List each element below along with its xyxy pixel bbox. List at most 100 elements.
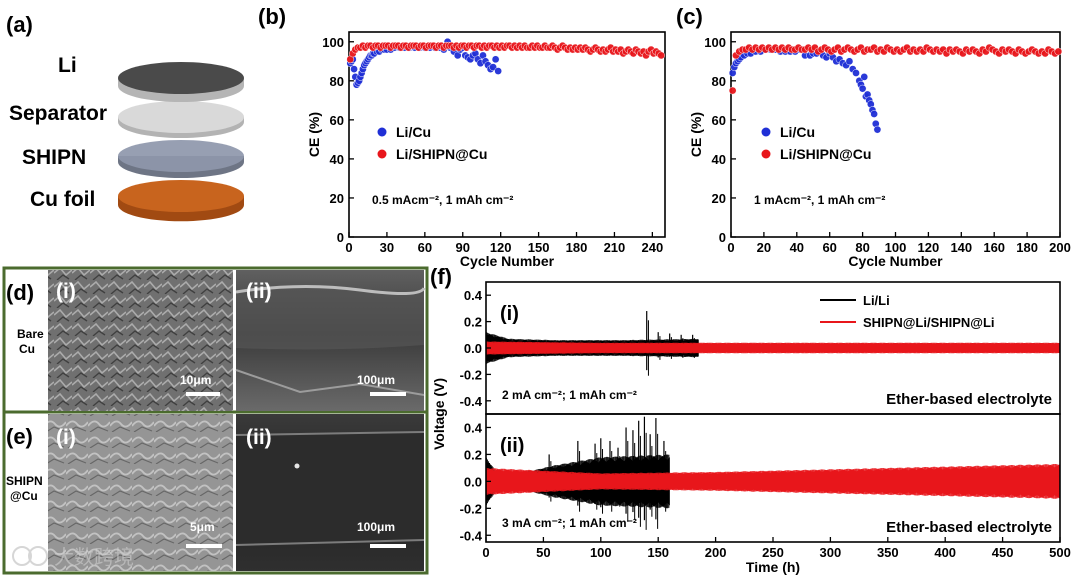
layer-separator — [118, 101, 244, 138]
condition-label-f-1: 2 mA cm⁻²; 1 mAh cm⁻² — [502, 388, 637, 402]
x-tick-label-f: 150 — [647, 545, 669, 560]
legend-label-f-0: Li/Li — [863, 293, 890, 308]
layer-shipn — [118, 140, 244, 178]
sem-e-i-label: (i) — [56, 426, 76, 449]
x-tick-label-c: 60 — [822, 240, 836, 255]
chart-f-voltage-vs-time: -0.4 -0.2 0.0 0.2 0.4 (i) 2 mA cm⁻²; 1 mAh cm⁻… — [431, 281, 1071, 575]
legend-marker-b-1 — [377, 149, 387, 159]
y-tick-label-b: 80 — [330, 74, 344, 89]
sem-d-i-label: (i) — [56, 280, 76, 303]
series-c-0 — [728, 45, 882, 134]
subplot-f-2: -0.4 -0.2 0.0 0.2 0.4 (ii) 3 mA cm⁻²; 1 mAh cm… — [460, 413, 1061, 543]
scale-label-e-i: 5μm — [190, 520, 215, 534]
x-tick-label-b: 240 — [642, 240, 664, 255]
x-tick-label-c: 0 — [727, 240, 734, 255]
watermark-text: 大数跨境 — [54, 545, 134, 569]
row-e-label-line2: @Cu — [10, 489, 38, 503]
y-tick-label-c: 60 — [712, 113, 726, 128]
scale-bar-d-ii — [370, 392, 406, 396]
sem-frame — [2, 266, 429, 575]
y-axis-label-c: CE (%) — [688, 112, 704, 157]
x-tick-label-b: 180 — [566, 240, 588, 255]
x-axis-label-f: Time (h) — [746, 559, 800, 575]
y-axis-label-f: Voltage (V) — [431, 378, 447, 450]
subplot-label-f-1: (i) — [500, 303, 519, 325]
data-point — [491, 55, 500, 64]
x-tick-label-f: 400 — [934, 545, 956, 560]
x-tick-label-f: 200 — [705, 545, 727, 560]
annotation-c: 1 mAcm⁻², 1 mAh cm⁻² — [754, 193, 885, 207]
x-tick-label-c: 140 — [950, 240, 972, 255]
x-tick-label-c: 200 — [1049, 240, 1071, 255]
data-point — [657, 51, 666, 60]
scale-bar-d-i — [186, 392, 220, 396]
x-tick-label-f: 300 — [820, 545, 842, 560]
data-point — [858, 84, 867, 93]
layer-label-li: Li — [58, 54, 77, 77]
y-tick-label-f: -0.2 — [460, 501, 482, 516]
panel-label-f: (f) — [430, 264, 452, 289]
x-tick-label-f: 50 — [536, 545, 550, 560]
y-tick-label-b: 0 — [337, 230, 344, 245]
y-tick-label-f: 0.2 — [464, 315, 482, 330]
legend-marker-b-0 — [377, 127, 387, 137]
x-axis-label-c: Cycle Number — [848, 253, 943, 269]
layer-label-cu-foil: Cu foil — [30, 188, 95, 211]
x-tick-label-c: 160 — [983, 240, 1005, 255]
scale-bar-e-i — [186, 544, 222, 548]
layer-label-shipn: SHIPN — [22, 146, 86, 169]
x-axis-label-b: Cycle Number — [460, 253, 555, 269]
scale-label-d-i: 10μm — [180, 373, 211, 387]
panel-label-a: (a) — [6, 12, 33, 37]
data-point — [728, 86, 737, 95]
scale-label-d-ii: 100μm — [357, 373, 395, 387]
x-tick-label-b: 210 — [604, 240, 626, 255]
x-tick-label-b: 30 — [380, 240, 394, 255]
sem-d-ii-image — [235, 270, 426, 411]
series-c-1 — [728, 43, 1063, 95]
panel-label-b: (b) — [258, 4, 286, 29]
y-tick-label-f: 0.0 — [464, 474, 482, 489]
y-tick-label-f: -0.4 — [460, 528, 483, 543]
y-tick-label-f: 0.2 — [464, 447, 482, 462]
y-tick-label-c: 40 — [712, 152, 726, 167]
subplot-label-f-2: (ii) — [500, 435, 524, 457]
scale-bar-e-ii — [370, 544, 406, 548]
data-point — [873, 125, 882, 134]
electrolyte-label-f-1: Ether-based electrolyte — [886, 391, 1052, 408]
watermark: 大数跨境 — [12, 545, 134, 569]
row-e-label-line1: SHIPN — [6, 474, 43, 488]
layer-disc-cu — [118, 180, 244, 212]
condition-label-f-2: 3 mA cm⁻²; 1 mAh cm⁻² — [502, 516, 637, 530]
data-point — [860, 73, 869, 81]
panel-label-e: (e) — [6, 424, 33, 449]
x-tick-label-f: 450 — [992, 545, 1014, 560]
y-tick-label-b: 40 — [330, 152, 344, 167]
x-tick-label-c: 80 — [855, 240, 869, 255]
x-tick-label-c: 40 — [790, 240, 804, 255]
chart-c-ce-vs-cycle: 0 20 40 60 80 100 120 140 160 180 200020406080100C… — [688, 31, 1071, 269]
subplot-f-1: -0.4 -0.2 0.0 0.2 0.4 (i) 2 mA cm⁻²; 1 mAh cm⁻… — [460, 281, 1061, 415]
layer-cu-foil — [118, 180, 244, 222]
voltage-trace-shipn-1 — [485, 341, 1061, 355]
y-axis-label-b: CE (%) — [306, 112, 322, 157]
y-tick-label-c: 80 — [712, 74, 726, 89]
x-tick-label-f: 500 — [1049, 545, 1071, 560]
y-tick-label-b: 20 — [330, 191, 344, 206]
x-tick-label-f: 100 — [590, 545, 612, 560]
x-tick-label-b: 60 — [418, 240, 432, 255]
x-tick-label-b: 150 — [528, 240, 550, 255]
data-point — [494, 67, 503, 75]
y-tick-label-f: 0.0 — [464, 341, 482, 356]
x-tick-label-c: 20 — [757, 240, 771, 255]
legend-label-c-1: Li/SHIPN@Cu — [780, 146, 871, 162]
panel-label-c: (c) — [676, 4, 703, 29]
y-tick-label-f: -0.2 — [460, 367, 482, 382]
cell-stack-diagram — [118, 62, 244, 222]
legend-label-b-0: Li/Cu — [396, 124, 431, 140]
sem-d-i-image — [48, 270, 233, 411]
x-tick-label-b: 90 — [456, 240, 470, 255]
plot-frame-b — [348, 31, 666, 238]
y-tick-label-b: 60 — [330, 113, 344, 128]
